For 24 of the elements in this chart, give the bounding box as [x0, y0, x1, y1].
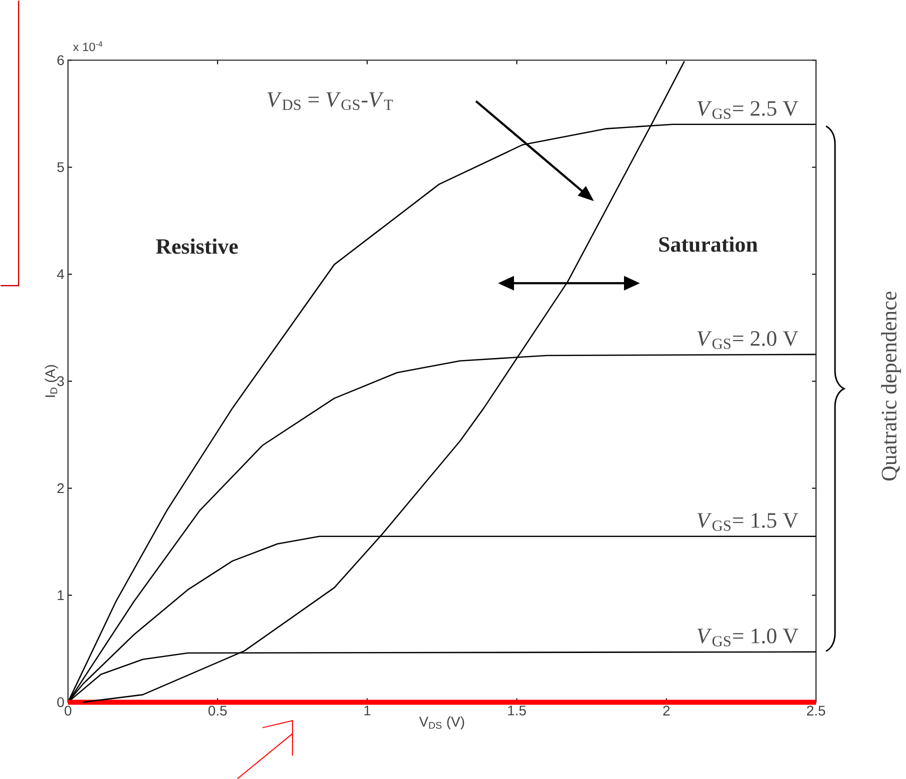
x-axis-title: V$_{DS}$ (V) [419, 716, 464, 730]
series-label: V$_{GS}$= 2.5 V [697, 101, 798, 119]
y-tick-label: 3 [57, 376, 64, 386]
y-tick-label: 0 [57, 697, 64, 708]
y-tick-label: 1 [58, 590, 64, 600]
text: x 10$^{-4}$ [73, 41, 102, 52]
x-tick-label: 1.5 [508, 706, 526, 716]
annotation: V$_{DS}$ = V$_{GS}$-V$_{T}$ [268, 92, 393, 110]
annotation: Resistive [156, 238, 238, 254]
y-axis-title: I$_{D}$ (A) [44, 365, 58, 397]
x-tick-label: 2 [663, 706, 670, 716]
y-tick-label: 5 [57, 162, 64, 172]
y-tick-label: 4 [57, 269, 64, 279]
x-tick-label: 0.5 [208, 706, 227, 716]
y-tick-label: 6 [57, 55, 64, 66]
y-tick-label: 2 [57, 483, 64, 493]
text: Quatratic dependence [881, 292, 901, 480]
legend-label: V$_{GS}$= 1.5 V [697, 513, 798, 531]
x-tick-label: 2.5 [807, 706, 826, 716]
annotation: Saturation [659, 236, 758, 252]
x-tick-label: 0 [64, 706, 72, 716]
series-label: V$_{GS}$= 1.0 V [697, 628, 798, 646]
series-label: V$_{GS}$= 2.0 V [697, 331, 798, 349]
x-tick-label: 1 [364, 706, 370, 716]
